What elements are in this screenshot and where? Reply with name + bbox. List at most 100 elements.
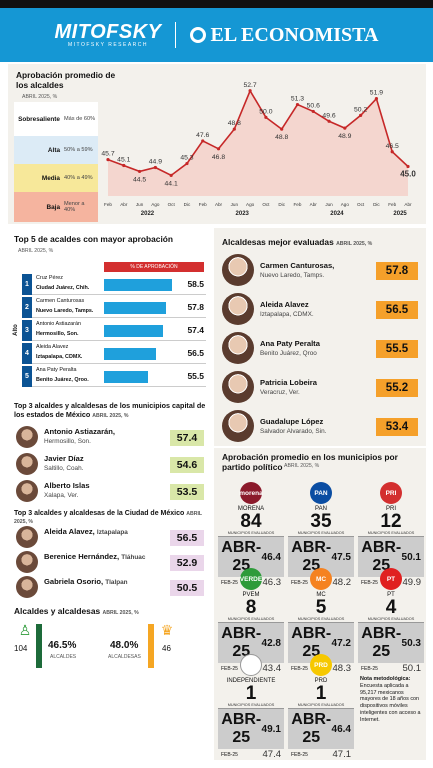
top5-bar (104, 279, 172, 291)
score-box: 50.5 (170, 580, 204, 596)
trend-point (106, 158, 110, 162)
person-place: Xalapa, Ver. (44, 492, 79, 499)
party-name: INDEPENDIENTE (226, 678, 276, 684)
mejor-row: Patricia Lobeira Veracruz, Ver. 55.2 (214, 369, 426, 405)
avatar (16, 426, 38, 448)
person-name: Berenice Hernández, Tláhuac (44, 552, 146, 561)
party-pri: PRI PRI 12 MUNICIPIOS EVALUADOS ABR-25 50… (358, 482, 424, 588)
trend-value-label: 51.3 (291, 96, 304, 103)
trend-value-label: 52.7 (243, 82, 256, 89)
party-pan: PAN PAN 35 MUNICIPIOS EVALUADOS ABR-25 47… (288, 482, 354, 588)
top5-value: 57.8 (187, 302, 204, 312)
party-name: PRI (385, 506, 396, 512)
band-label: Media (41, 174, 60, 182)
men-pct: 46.5% (48, 640, 77, 651)
trend-value-label: 45.3 (180, 155, 193, 162)
x-tick-label: Abr (120, 202, 128, 207)
party-logo-icon: VERDE (240, 568, 262, 590)
year-label: 2024 (330, 211, 344, 217)
person-name: Aleida Alavez, Iztapalapa (44, 527, 128, 536)
cdmx-row: Aleida Alavez, Iztapalapa 56.5 (8, 526, 208, 550)
band-range: Menor a 40% (64, 200, 85, 213)
masthead: MITOFSKY MITOFSKY RESEARCH EL ECONOMISTA (0, 8, 433, 62)
party-count: 35 (310, 511, 332, 532)
municipios-label: MUNICIPIOS EVALUADOS (288, 531, 354, 537)
person-name: Ana Paty Peralta (260, 339, 320, 348)
party-name: MC (316, 592, 326, 598)
x-tick-label: Feb (104, 202, 112, 207)
avatar (222, 293, 254, 325)
year-label: 2022 (141, 211, 155, 217)
woman-icon: ♛ (160, 622, 174, 638)
x-tick-label: Dic (278, 202, 285, 207)
trend-point (248, 89, 252, 93)
party-name: MORENA (237, 506, 265, 512)
x-tick-label: Feb (294, 202, 302, 207)
score-box: 57.8 (376, 262, 418, 280)
feb-row: FEB-25 49.9 (361, 577, 421, 588)
cdmx-title: Top 3 alcaldes y alcaldesas de la Ciudad… (14, 510, 202, 526)
abr-row: ABR-25 49.1 (218, 709, 284, 749)
top5-place: Iztapalapa, CDMX. (36, 354, 83, 360)
trend-point (390, 150, 394, 154)
party-logo-icon: PRI (380, 482, 402, 504)
avatar (222, 254, 254, 286)
mejor-row: Guadalupe López Salvador Alvarado, Sin. … (214, 408, 426, 444)
party-name: PT (387, 592, 395, 598)
person-place: Saltillo, Coah. (44, 465, 84, 472)
trend-value-label: 50.2 (354, 106, 367, 113)
trend-point (201, 139, 205, 143)
top5-place: Hermosillo, Son. (36, 331, 79, 337)
party-count: 4 (385, 597, 397, 618)
band-1: Alta 50% a 59% (14, 136, 98, 164)
person-place: Veracruz, Ver. (260, 389, 300, 396)
mejor-panel: Alcaldesas mejor evaluadas ABRIL 2025, %… (214, 228, 426, 446)
feb-row: FEB-25 50.1 (361, 663, 421, 674)
trend-point (232, 127, 236, 131)
feb-row: FEB-25 47.1 (291, 749, 351, 760)
person-place: Benito Juárez, Qroo (260, 350, 317, 357)
x-tick-label: Jun (136, 202, 144, 207)
top5-value: 55.5 (187, 371, 204, 381)
top5-column-header: % DE APROBACIÓN (104, 262, 204, 272)
abr-row: ABR-25 47.5 (288, 537, 354, 577)
avatar (16, 453, 38, 475)
partidos-subtitle: ABRIL 2025, % (284, 463, 320, 469)
top5-subtitle: ABRIL 2025, % (18, 248, 54, 254)
top5-value: 56.5 (187, 348, 204, 358)
trend-point (311, 109, 315, 114)
party-count: 12 (380, 511, 402, 532)
party-count: 1 (315, 683, 327, 704)
trend-value-label: 48.8 (228, 120, 241, 127)
score-box: 57.4 (170, 430, 204, 446)
capitales-title: Top 3 alcaldes y alcaldesas de los munic… (14, 401, 206, 419)
person-place: Hermosillo, Son. (44, 438, 91, 445)
trend-point (137, 169, 142, 174)
trend-point (295, 102, 300, 107)
trend-value-label: 50.6 (307, 102, 320, 109)
party-name: PRD (314, 678, 328, 684)
men-count: 104 (14, 644, 28, 653)
genero-panel: Alcaldes y alcaldesas ABRIL 2025, % ♙ 10… (8, 602, 208, 672)
trend-value-label: 45.7 (101, 151, 114, 158)
top5-row: 3 Antonio Astiazarán Hermosillo, Son. 57… (22, 320, 206, 341)
band-0: Sobresaliente Más de 60% (14, 102, 98, 136)
feb-row: FEB-25 48.3 (291, 663, 351, 674)
trend-value-label: 51.9 (370, 90, 383, 97)
score-box: 56.5 (170, 530, 204, 546)
person-name: Alberto Islas (44, 481, 90, 490)
party-name: PAN (315, 506, 327, 512)
municipios-label: MUNICIPIOS EVALUADOS (358, 531, 424, 537)
abr-row: ABR-25 42.8 (218, 623, 284, 663)
feb-row: FEB-25 47.4 (221, 749, 281, 760)
person-name: Patricia Lobeira (260, 378, 317, 387)
avatar (16, 576, 38, 598)
x-tick-label: Jun (325, 202, 333, 207)
score-box: 53.5 (170, 484, 204, 500)
party-logo-icon (240, 654, 262, 676)
party-logo-icon: MC (310, 568, 332, 590)
top5-axis-label: Alto (13, 324, 20, 336)
x-tick-label: Abr (215, 202, 223, 207)
municipios-label: MUNICIPIOS EVALUADOS (288, 703, 354, 709)
trend-point (359, 113, 363, 117)
